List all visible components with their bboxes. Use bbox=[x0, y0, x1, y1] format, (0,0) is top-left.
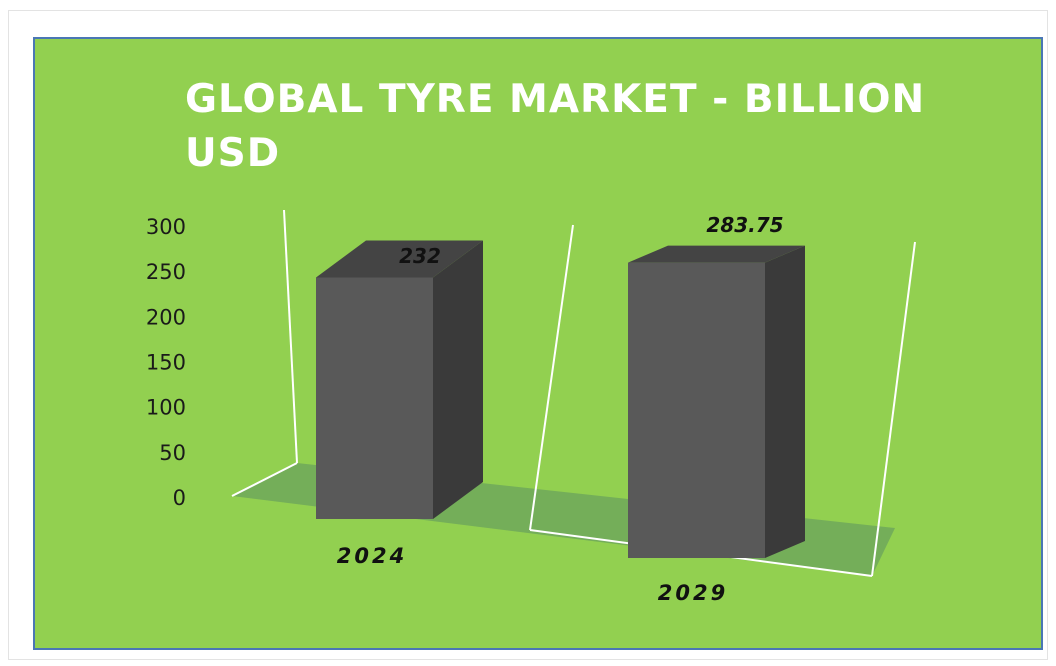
y-tick-label-250: 250 bbox=[146, 260, 186, 284]
bar-2029 bbox=[628, 262, 765, 558]
bar-2029-top bbox=[628, 245, 805, 263]
wall-line-2 bbox=[529, 224, 574, 531]
y-tick-label-50: 50 bbox=[159, 441, 186, 465]
y-tick-label-300: 300 bbox=[146, 215, 186, 239]
y-tick-label-150: 150 bbox=[146, 351, 186, 375]
bar-2029-side bbox=[765, 245, 805, 558]
wall-line-3 bbox=[871, 241, 916, 577]
bar-2024-side bbox=[433, 240, 483, 519]
floor-edge-left bbox=[231, 462, 298, 497]
y-tick-label-0: 0 bbox=[173, 486, 186, 510]
chart-title: GLOBAL TYRE MARKET - BILLION USD bbox=[185, 77, 926, 176]
y-tick-label-200: 200 bbox=[146, 305, 186, 329]
x-tick-label-2024: 2024 bbox=[337, 544, 407, 568]
bar-2024-top bbox=[316, 240, 483, 278]
bar-2024 bbox=[316, 277, 433, 519]
data-label-2024: 232 bbox=[399, 244, 441, 268]
y-tick-label-100: 100 bbox=[146, 396, 186, 420]
chart-panel: GLOBAL TYRE MARKET - BILLION USD bbox=[33, 37, 1043, 650]
x-tick-label-2029: 2029 bbox=[658, 581, 728, 605]
wall-line-1 bbox=[283, 209, 298, 464]
data-label-2029: 283.75 bbox=[706, 213, 783, 237]
